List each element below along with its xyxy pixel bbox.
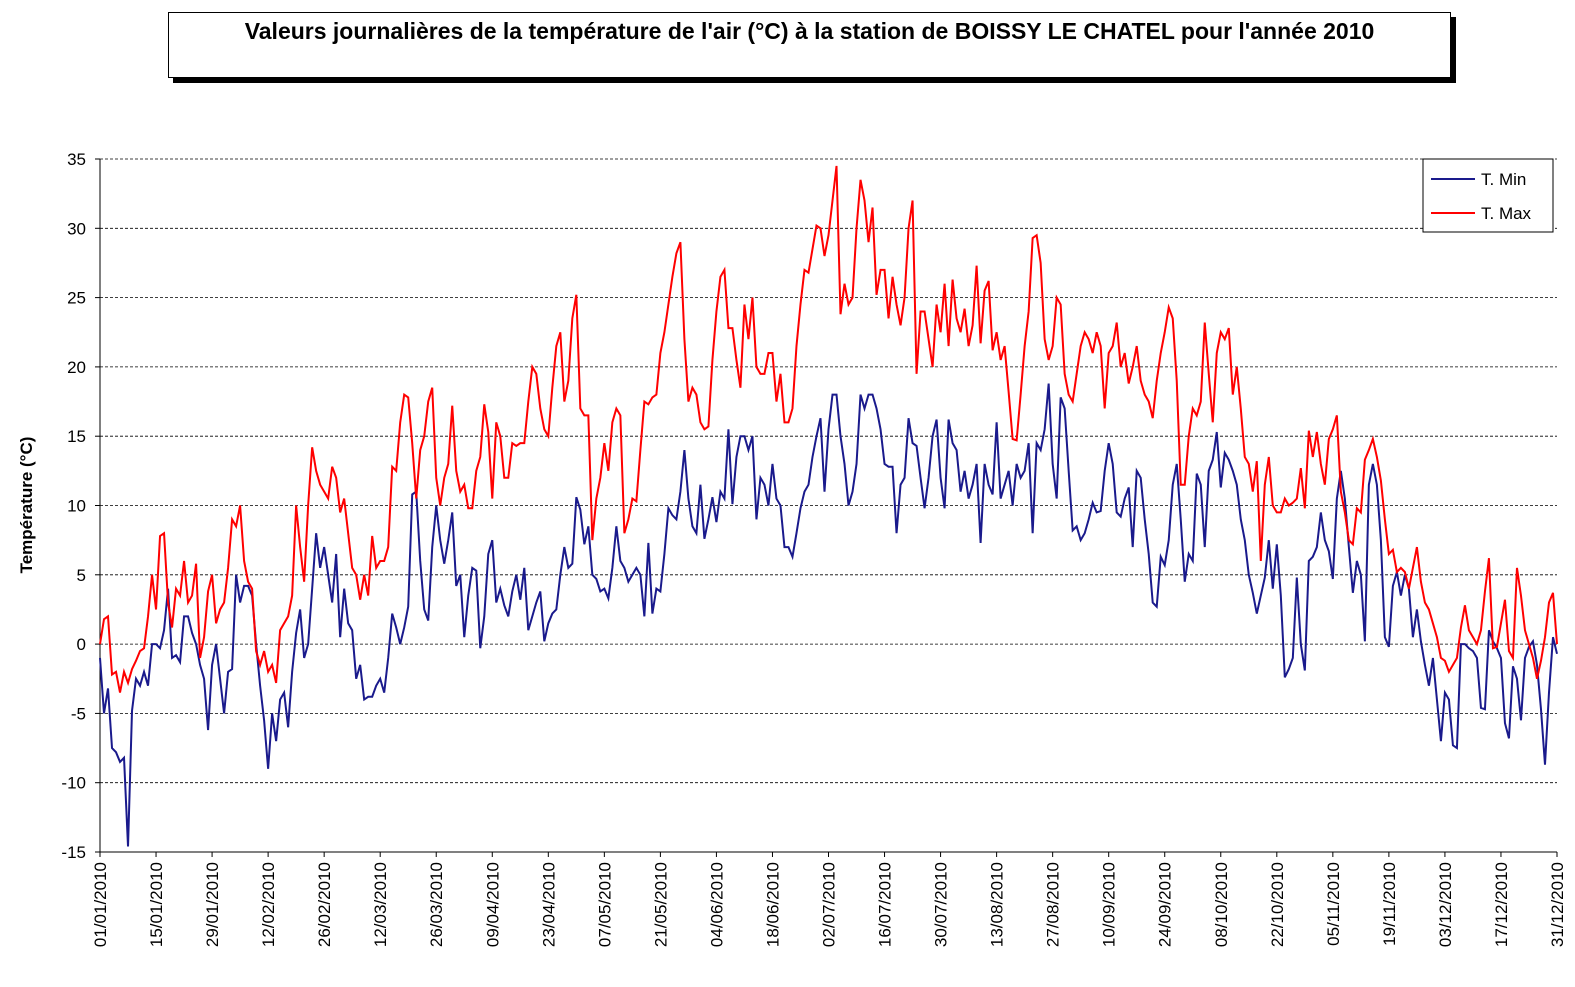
x-tick-label: 30/07/2010 [932,862,951,947]
x-tick-label: 04/06/2010 [707,862,726,947]
x-tick-label: 17/12/2010 [1492,862,1511,947]
x-tick-label: 26/02/2010 [315,862,334,947]
x-tick-label: 08/10/2010 [1212,862,1231,947]
x-tick-label: 19/11/2010 [1380,862,1399,946]
legend-box [1422,158,1554,233]
legend-label: T. Max [1481,204,1532,223]
y-tick-label: -5 [71,704,86,723]
x-tick-label: 24/09/2010 [1156,862,1175,947]
x-tick-label: 21/05/2010 [651,862,670,947]
x-tick-label: 26/03/2010 [427,862,446,947]
x-tick-label: 12/02/2010 [259,862,278,947]
y-axis-label: Température (°C) [17,437,36,574]
x-tick-label: 31/12/2010 [1548,862,1567,947]
y-tick-label: 5 [77,566,86,585]
x-tick-label: 27/08/2010 [1044,862,1063,947]
x-tick-label: 07/05/2010 [595,862,614,947]
series-line [99,383,1558,847]
x-tick-label: 13/08/2010 [988,862,1007,947]
y-tick-label: -10 [61,774,86,793]
x-tick-label: 12/03/2010 [371,862,390,947]
y-tick-label: -15 [61,843,86,862]
y-tick-label: 25 [67,289,86,308]
chart-title: Valeurs journalières de la température d… [168,12,1451,78]
x-tick-label: 15/01/2010 [147,862,166,947]
x-tick-label: 22/10/2010 [1268,862,1287,947]
x-tick-label: 03/12/2010 [1436,862,1455,947]
x-tick-label: 23/04/2010 [539,862,558,947]
x-tick-label: 05/11/2010 [1324,862,1343,946]
legend-label: T. Min [1481,170,1526,189]
y-tick-label: 35 [67,150,86,169]
x-tick-label: 29/01/2010 [203,862,222,947]
y-tick-label: 0 [77,635,86,654]
y-tick-label: 15 [67,427,86,446]
y-tick-label: 20 [67,358,86,377]
y-tick-label: 10 [67,497,86,516]
series-line [99,165,1558,693]
x-tick-label: 10/09/2010 [1100,862,1119,947]
x-tick-label: 18/06/2010 [763,862,782,947]
x-tick-label: 09/04/2010 [483,862,502,947]
x-tick-label: 02/07/2010 [820,862,839,947]
y-tick-label: 30 [67,219,86,238]
x-tick-label: 01/01/2010 [91,862,110,947]
x-tick-label: 16/07/2010 [876,862,895,947]
